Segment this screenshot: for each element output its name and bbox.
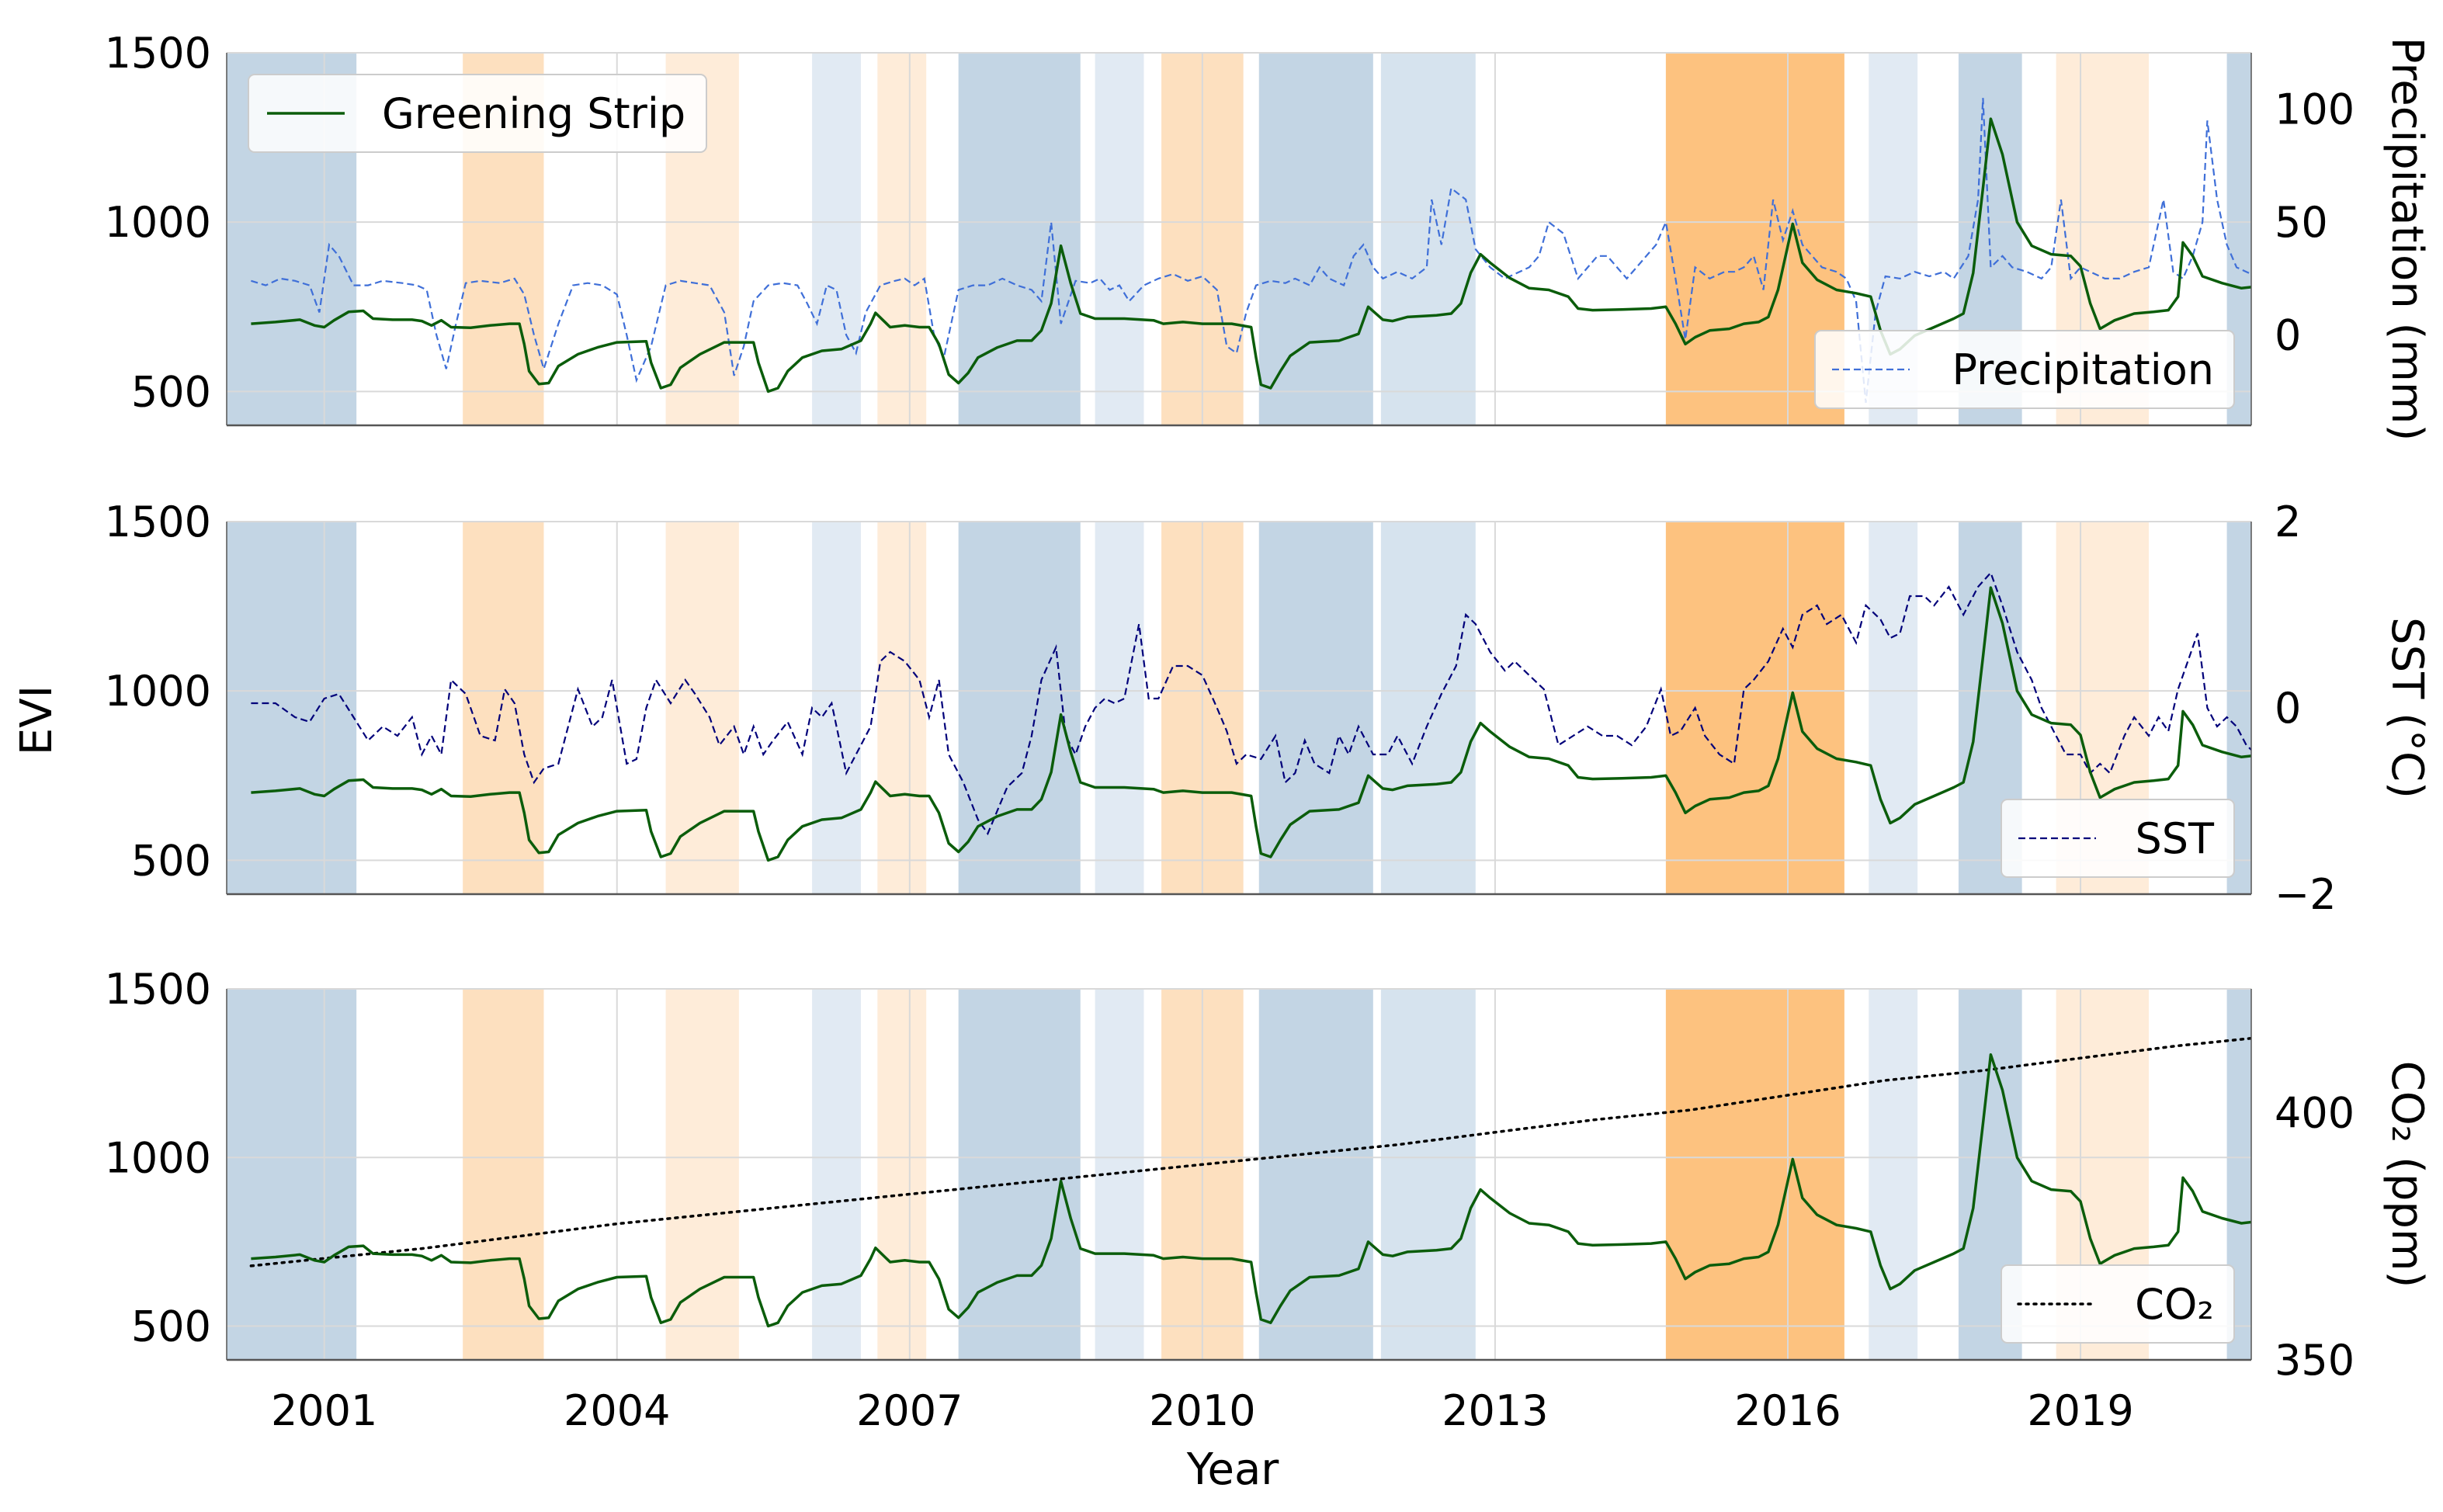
y-axis-label: EVI	[12, 685, 62, 755]
enso-band-la-nina-9	[1380, 989, 1476, 1360]
right-axis-label: Precipitation (mm)	[2382, 37, 2432, 442]
enso-band-la-nina-3	[812, 522, 861, 894]
enso-band-la-nina-8	[1258, 522, 1373, 894]
panels: 500 1000 1500 0 50 100 Precipitation (mm) Green…	[105, 29, 2432, 1385]
legend-label-precip: Precipitation	[1952, 345, 2214, 394]
legend-box	[2001, 1264, 2235, 1344]
enso-band-la-nina-6	[1095, 522, 1144, 894]
enso-bands	[227, 989, 2251, 1360]
grid	[227, 52, 2251, 425]
legend-sst: SST	[2001, 799, 2235, 878]
left-tick-label: 1000	[105, 667, 211, 716]
left-tick-label: 500	[131, 1302, 211, 1351]
legend-box	[248, 74, 707, 153]
x-tick-labels: 2001 2004 2007 2010 2013 2016 2019	[271, 1386, 2134, 1435]
enso-band-la-nina-11	[1869, 989, 1918, 1360]
left-tick-label: 500	[131, 367, 211, 416]
series-evi	[251, 1053, 2251, 1328]
panel-co2: 500 1000 1500 350 400 CO₂ (ppm) CO₂	[105, 965, 2432, 1385]
right-axis-label: CO₂ (ppm)	[2382, 1061, 2432, 1288]
enso-band-el-nino-4	[877, 53, 927, 425]
enso-band-la-nina-9	[1380, 522, 1476, 894]
enso-band-la-nina-3	[812, 989, 861, 1360]
x-tick-label: 2013	[1442, 1386, 1548, 1435]
right-tick-label: 350	[2275, 1336, 2355, 1385]
series-precip	[251, 98, 2251, 404]
left-tick-label: 1500	[105, 498, 211, 546]
x-tick-label: 2007	[856, 1386, 963, 1435]
legend-label-evi: Greening Strip	[382, 89, 685, 138]
right-tick-label: 100	[2275, 85, 2355, 134]
enso-band-el-nino-2	[665, 989, 739, 1360]
series-evi	[251, 586, 2251, 862]
panel-sst: 500 1000 1500 −2 0 2 SST (°C) SST	[105, 498, 2432, 919]
x-tick-label: 2019	[2027, 1386, 2133, 1435]
enso-band-la-nina-8	[1258, 53, 1373, 425]
enso-band-el-nino-4	[877, 522, 927, 894]
x-tick-label: 2016	[1734, 1386, 1841, 1435]
panel-precip: 500 1000 1500 0 50 100 Precipitation (mm) Green…	[105, 29, 2432, 441]
x-axis-label: Year	[1186, 1444, 1280, 1495]
left-tick-label: 1500	[105, 965, 211, 1014]
enso-band-el-nino-10	[1665, 522, 1844, 894]
right-axis-label: SST (°C)	[2382, 617, 2432, 799]
enso-band-la-nina-11	[1869, 522, 1918, 894]
x-tick-label: 2001	[271, 1386, 377, 1435]
enso-band-la-nina-0	[227, 522, 357, 894]
right-tick-label: 2	[2275, 498, 2301, 546]
enso-band-la-nina-8	[1258, 989, 1373, 1360]
enso-band-la-nina-0	[227, 989, 357, 1360]
legend-co2: CO₂	[2001, 1264, 2235, 1344]
enso-bands	[227, 522, 2251, 894]
left-tick-label: 500	[131, 836, 211, 885]
enso-band-el-nino-2	[665, 522, 739, 894]
right-tick-label: 0	[2275, 684, 2301, 733]
enso-band-el-nino-10	[1665, 989, 1844, 1360]
legend-evi: Greening Strip	[248, 74, 707, 153]
enso-band-la-nina-5	[958, 53, 1081, 425]
legend-precip: Precipitation	[1814, 330, 2235, 409]
enso-band-la-nina-5	[958, 989, 1081, 1360]
left-tick-label: 1000	[105, 1133, 211, 1182]
legend-box	[1814, 330, 2235, 409]
grid	[227, 988, 2251, 1360]
x-tick-label: 2004	[564, 1386, 670, 1435]
legend-box	[2001, 799, 2235, 878]
series-sst	[251, 570, 2251, 836]
right-tick-label: 0	[2275, 311, 2301, 360]
left-tick-label: 1000	[105, 198, 211, 247]
x-tick-label: 2010	[1149, 1386, 1255, 1435]
enso-band-el-nino-1	[463, 989, 544, 1360]
series-co2	[249, 1036, 2251, 1268]
legend-label-sst: SST	[2135, 814, 2215, 863]
right-tick-label: −2	[2275, 870, 2337, 919]
legend-label-co2: CO₂	[2135, 1280, 2214, 1329]
enso-band-la-nina-6	[1095, 53, 1144, 425]
shared-x-axis: 2001 2004 2007 2010 2013 2016 2019 Year	[271, 1386, 2134, 1495]
enso-band-la-nina-5	[958, 522, 1081, 894]
right-tick-label: 400	[2275, 1088, 2355, 1137]
right-tick-label: 50	[2275, 198, 2328, 247]
enso-band-el-nino-4	[877, 989, 927, 1360]
enso-band-el-nino-1	[463, 522, 544, 894]
enso-band-la-nina-3	[812, 53, 861, 425]
series-evi	[251, 117, 2251, 394]
left-tick-label: 1500	[105, 29, 211, 78]
